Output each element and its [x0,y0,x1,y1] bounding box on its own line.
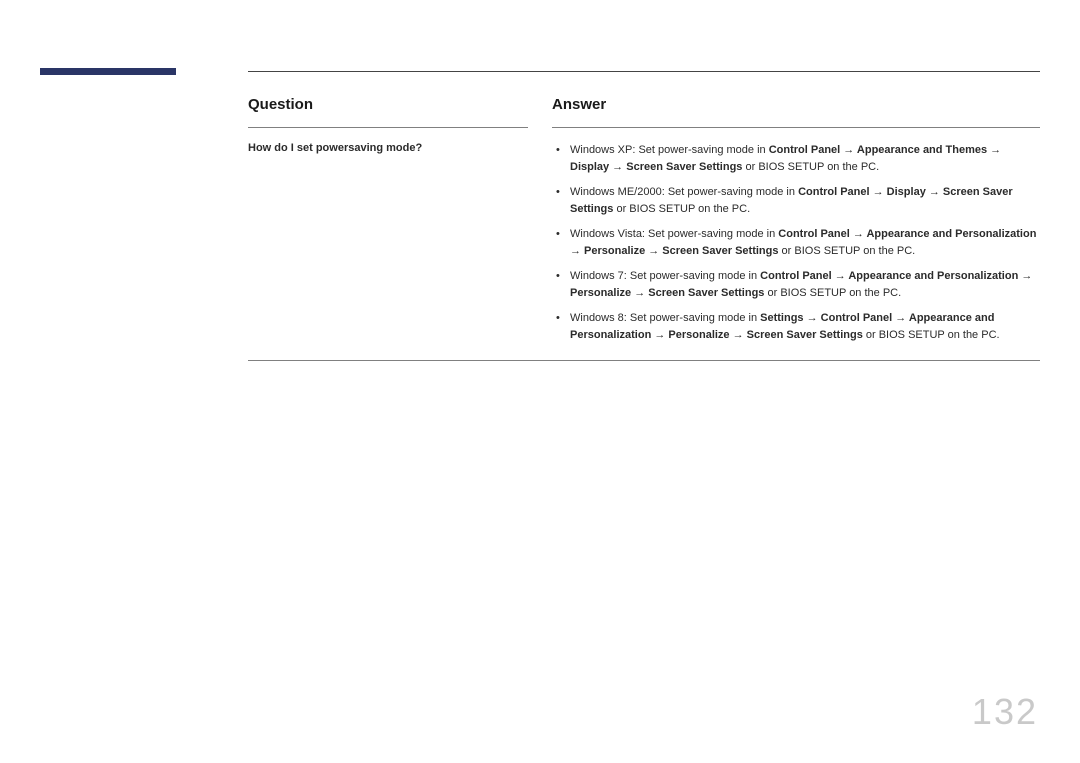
list-item: Windows XP: Set power-saving mode in Con… [552,142,1040,176]
answer-suffix: or BIOS SETUP on the PC. [778,245,915,257]
answer-prefix: Windows XP: Set power-saving mode in [570,144,769,156]
list-item: Windows Vista: Set power-saving mode in … [552,226,1040,260]
column-header-answer: Answer [552,96,1040,128]
answer-suffix: or BIOS SETUP on the PC. [764,287,901,299]
horizontal-rule-top [248,71,1040,72]
answer-prefix: Windows Vista: Set power-saving mode in [570,228,778,240]
horizontal-rule-bottom [248,360,1040,361]
question-text: How do I set powersaving mode? [248,128,528,352]
list-item: Windows 8: Set power-saving mode in Sett… [552,310,1040,344]
answer-suffix: or BIOS SETUP on the PC. [863,329,1000,341]
list-item: Windows ME/2000: Set power-saving mode i… [552,184,1040,218]
answer-cell: Windows XP: Set power-saving mode in Con… [552,128,1040,352]
page-number: 132 [972,691,1038,733]
accent-bar [40,68,176,75]
table-row: How do I set powersaving mode? Windows X… [248,128,1040,352]
answer-prefix: Windows 7: Set power-saving mode in [570,270,760,282]
column-header-question: Question [248,96,528,128]
answer-prefix: Windows 8: Set power-saving mode in [570,312,760,324]
table-header-row: Question Answer [248,96,1040,128]
answer-prefix: Windows ME/2000: Set power-saving mode i… [570,186,798,198]
answer-suffix: or BIOS SETUP on the PC. [742,161,879,173]
answer-list: Windows XP: Set power-saving mode in Con… [552,128,1040,344]
answer-suffix: or BIOS SETUP on the PC. [613,203,750,215]
list-item: Windows 7: Set power-saving mode in Cont… [552,268,1040,302]
qa-table: Question Answer How do I set powersaving… [248,96,1040,361]
